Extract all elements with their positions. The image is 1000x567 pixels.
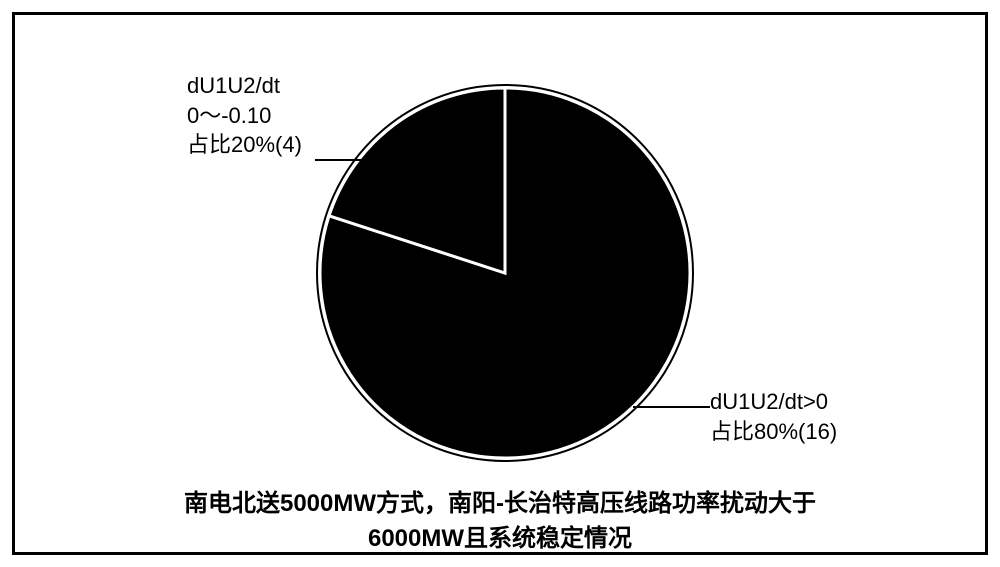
pie-chart: dU1U2/dt>0 占比80%(16) dU1U2/dt 0～-0.10 占比2… — [15, 15, 985, 552]
chart-caption: 南电北送5000MW方式，南阳-长治特高压线路功率扰动大于6000MW且系统稳定… — [15, 483, 985, 553]
caption-line-1: 南电北送5000MW方式，南阳-长治特高压线路功率扰动大于 — [15, 483, 985, 518]
pie-svg — [15, 15, 991, 558]
slice-large-label: dU1U2/dt>0 占比80%(16) — [710, 387, 837, 446]
slice-small-label: dU1U2/dt 0～-0.10 占比20%(4) — [187, 71, 302, 160]
caption-line-2: 6000MW且系统稳定情况 — [15, 518, 985, 553]
chart-frame: dU1U2/dt>0 占比80%(16) dU1U2/dt 0～-0.10 占比2… — [12, 12, 988, 555]
